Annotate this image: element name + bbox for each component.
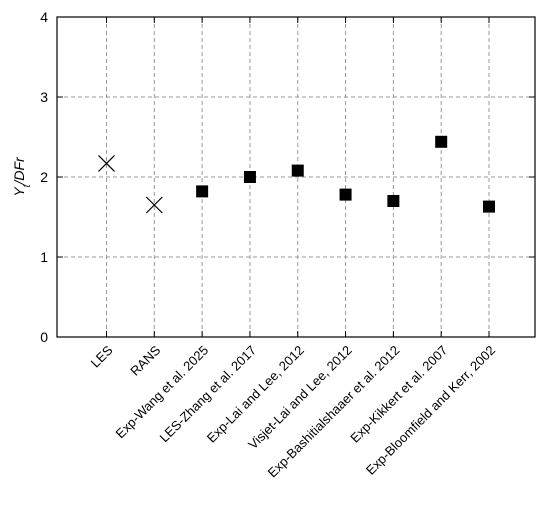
- x-tick-label: Exp-Wang et al. 2025: [113, 343, 212, 442]
- y-axis-label-sub: t: [22, 183, 33, 187]
- x-marker: [98, 154, 115, 172]
- square-marker: [196, 185, 209, 198]
- y-tick-label: 3: [40, 89, 48, 105]
- x-ticks: [106, 17, 490, 337]
- y-tick-label: 1: [40, 249, 48, 265]
- square-marker: [291, 164, 304, 177]
- y-axis-label-rest: /DFr: [11, 156, 27, 186]
- square-marker: [483, 200, 495, 213]
- grid-lines: [57, 17, 535, 337]
- y-tick-label: 4: [40, 9, 48, 25]
- x-tick-label: RANS: [127, 342, 163, 378]
- y-axis-label-main: Y: [11, 186, 27, 197]
- y-tick-label: 2: [40, 169, 48, 185]
- square-marker: [339, 188, 352, 201]
- markers: [98, 135, 495, 214]
- square-marker: [387, 195, 400, 207]
- x-marker: [145, 196, 163, 214]
- y-tick-label: 0: [40, 329, 48, 345]
- y-axis-label: Yt/DFr: [11, 156, 33, 197]
- square-marker: [435, 135, 448, 148]
- square-marker: [243, 171, 256, 183]
- y-ticks: 0 1 2 3 4: [40, 9, 535, 345]
- x-tick-label: LES: [88, 342, 116, 370]
